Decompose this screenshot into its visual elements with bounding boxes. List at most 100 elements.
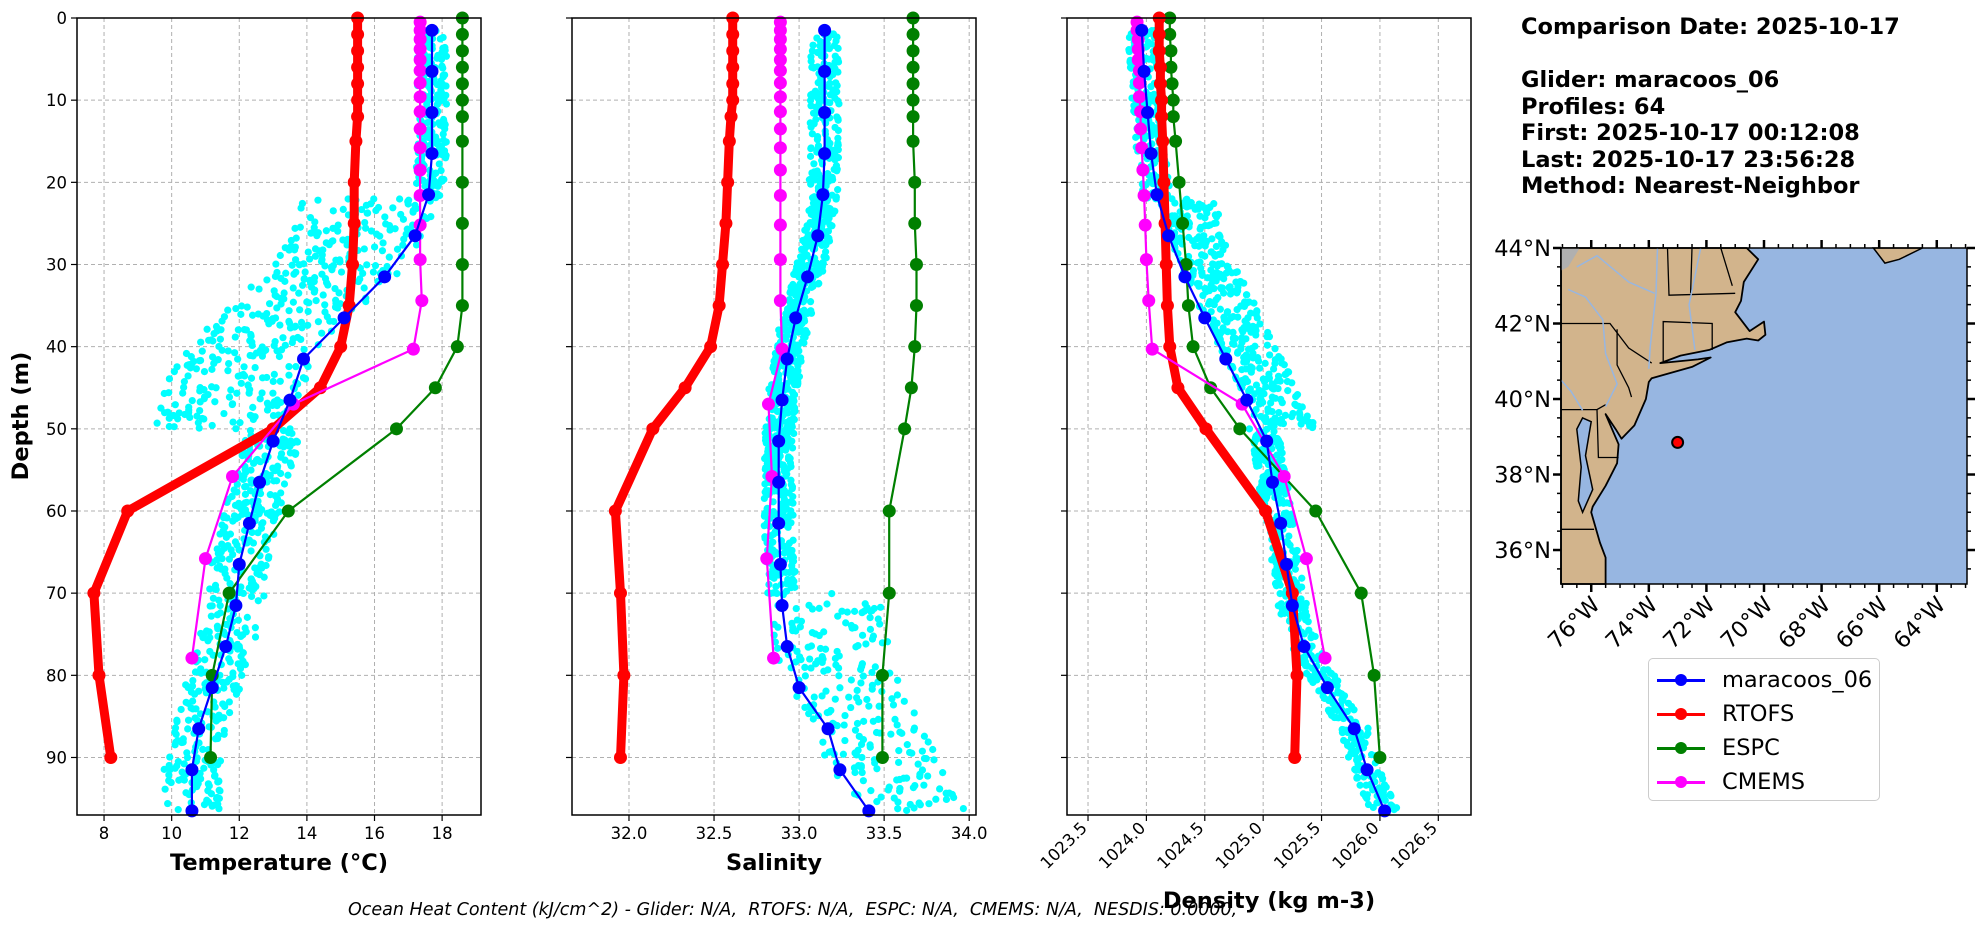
- scatter-point: [1198, 251, 1206, 259]
- scatter-point: [866, 625, 875, 633]
- scatter-point: [248, 311, 257, 319]
- scatter-point: [808, 169, 816, 177]
- map-lat-label: 36°N: [1494, 538, 1551, 564]
- scatter-point: [1253, 314, 1261, 322]
- data-point-rtofs: [1160, 299, 1174, 313]
- scatter-point: [1149, 56, 1158, 64]
- scatter-point: [436, 191, 444, 200]
- scatter-point: [285, 371, 293, 379]
- data-point-espc: [875, 750, 889, 764]
- scatter-point: [1278, 399, 1286, 407]
- scatter-point: [208, 365, 216, 373]
- scatter-point: [891, 715, 899, 723]
- scatter-point: [199, 745, 207, 754]
- scatter-point: [233, 688, 241, 696]
- x-tick-label: 32.5: [696, 824, 733, 843]
- scatter-point: [1302, 669, 1311, 678]
- data-point-maracoos_06: [185, 804, 199, 818]
- scatter-point: [297, 204, 305, 212]
- data-point-cmems: [773, 141, 787, 155]
- scatter-point: [269, 377, 277, 386]
- scatter-point: [413, 179, 421, 187]
- scatter-point: [839, 750, 847, 758]
- scatter-point: [1212, 219, 1220, 227]
- scatter-point: [437, 166, 445, 175]
- scatter-point: [243, 303, 251, 311]
- salinity-panel: 32.0 32.5 33.0 33.5 34.0 Salinity: [566, 11, 988, 876]
- scatter-point: [834, 186, 842, 194]
- scatter-point: [939, 769, 947, 777]
- data-point-espc: [1164, 60, 1178, 74]
- data-point-maracoos_06: [1347, 722, 1361, 736]
- data-point-cmems: [226, 469, 240, 483]
- scatter-point: [334, 304, 342, 312]
- scatter-point: [257, 524, 266, 532]
- scatter-point: [203, 325, 211, 333]
- data-point-cmems: [1132, 76, 1146, 90]
- scatter-point: [942, 795, 951, 804]
- scatter-point: [1193, 279, 1201, 288]
- scatter-point: [191, 668, 200, 676]
- scatter-point: [790, 381, 799, 389]
- data-point-espc: [909, 257, 923, 271]
- data-point-cmems: [767, 651, 781, 665]
- scatter-point: [263, 509, 271, 517]
- scatter-point: [1174, 237, 1182, 246]
- scatter-point: [269, 315, 277, 323]
- scatter-point: [439, 71, 447, 79]
- scatter-point: [894, 805, 902, 813]
- scatter-point: [379, 239, 387, 247]
- data-point-cmems: [413, 76, 427, 90]
- scatter-point: [1193, 259, 1202, 267]
- scatter-point: [199, 634, 207, 642]
- scatter-point: [171, 741, 179, 749]
- scatter-point: [894, 676, 902, 684]
- data-point-maracoos_06: [773, 557, 787, 571]
- scatter-point: [280, 289, 288, 297]
- scatter-point: [1350, 706, 1358, 714]
- data-point-rtofs: [613, 750, 627, 764]
- scatter-point: [874, 615, 882, 623]
- scatter-point: [820, 252, 828, 261]
- map-lon-label: 74°W: [1601, 592, 1663, 654]
- data-point-maracoos_06: [1360, 763, 1374, 777]
- legend-swatch: [1657, 670, 1705, 690]
- scatter-point: [824, 666, 832, 674]
- scatter-point: [1212, 242, 1220, 251]
- data-point-maracoos_06: [789, 311, 803, 325]
- scatter-point: [859, 672, 867, 680]
- data-point-cmems: [413, 141, 427, 155]
- scatter-point: [288, 261, 296, 269]
- y-tick-label: 30: [46, 255, 67, 274]
- scatter-point: [916, 772, 924, 781]
- scatter-point: [1281, 370, 1289, 379]
- scatter-point: [246, 411, 254, 419]
- legend-item-espc: ESPC: [1649, 731, 1780, 764]
- data-point-maracoos_06: [1141, 105, 1155, 119]
- scatter-point: [1264, 405, 1272, 413]
- scatter-point: [1281, 411, 1290, 419]
- scatter-point: [1241, 375, 1249, 383]
- scatter-point: [277, 274, 285, 282]
- scatter-point: [832, 162, 841, 170]
- scatter-point: [1237, 302, 1245, 310]
- data-point-maracoos_06: [1378, 804, 1392, 818]
- scatter-point: [161, 409, 169, 417]
- series-line-rtofs: [610, 18, 738, 758]
- scatter-point: [786, 546, 794, 554]
- data-point-rtofs: [722, 134, 736, 148]
- scatter-point: [161, 785, 169, 793]
- scatter-point: [868, 668, 876, 677]
- scatter-point: [833, 167, 841, 175]
- scatter-point: [876, 603, 885, 611]
- scatter-point: [826, 139, 834, 147]
- scatter-point: [211, 735, 220, 743]
- y-tick-label: 10: [46, 91, 67, 110]
- data-point-rtofs: [678, 381, 692, 395]
- scatter-point: [809, 41, 817, 49]
- scatter-point: [200, 415, 208, 423]
- scatter-point: [237, 371, 245, 379]
- scatter-point: [434, 99, 442, 107]
- data-point-espc: [906, 110, 920, 124]
- scatter-point: [399, 215, 408, 223]
